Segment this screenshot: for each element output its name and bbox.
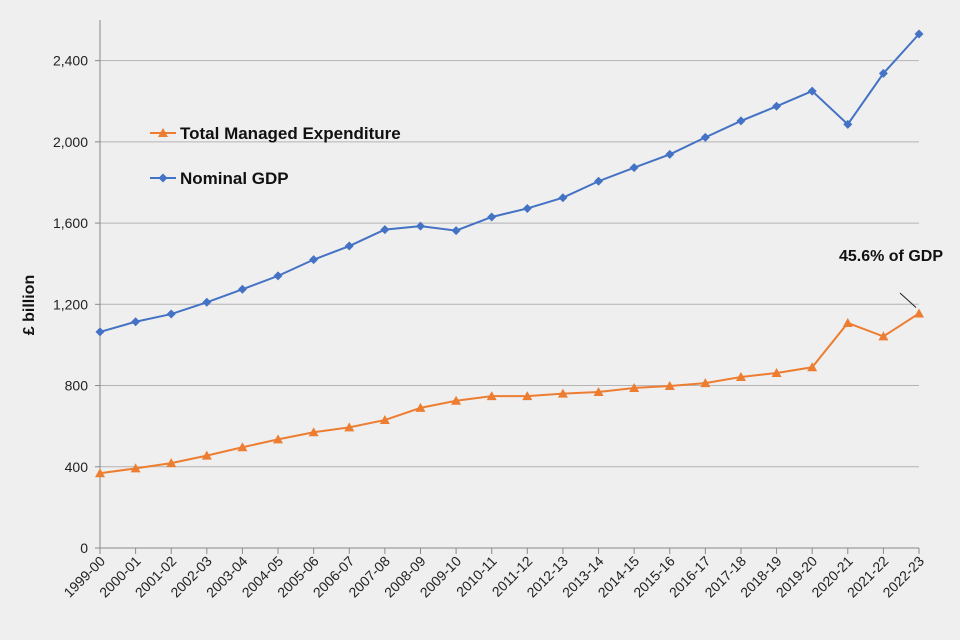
annotations: 45.6% of GDP bbox=[839, 248, 943, 308]
legend-item: Nominal GDP bbox=[150, 169, 289, 188]
annotation: 45.6% of GDP bbox=[839, 248, 943, 308]
data-point bbox=[700, 378, 711, 388]
data-point bbox=[309, 255, 319, 265]
data-point bbox=[95, 327, 105, 337]
legend-label: Total Managed Expenditure bbox=[180, 124, 401, 143]
annotation-label: 45.6% of GDP bbox=[839, 248, 943, 265]
data-point bbox=[308, 427, 319, 437]
data-point bbox=[700, 132, 710, 142]
diamond-marker-icon bbox=[158, 173, 168, 183]
y-tick-label: 1,600 bbox=[53, 215, 88, 231]
data-point bbox=[202, 297, 212, 307]
data-point bbox=[201, 450, 212, 460]
data-point bbox=[451, 226, 461, 236]
data-point bbox=[344, 241, 354, 251]
triangle-marker-icon bbox=[158, 128, 168, 137]
data-point bbox=[629, 163, 639, 173]
data-point bbox=[807, 86, 817, 96]
data-point bbox=[237, 284, 247, 294]
data-point bbox=[878, 68, 888, 78]
data-point bbox=[735, 372, 746, 382]
legend: Total Managed Expenditure Nominal GDP bbox=[150, 124, 401, 188]
data-point bbox=[807, 362, 818, 372]
data-point bbox=[771, 367, 782, 377]
data-point bbox=[914, 29, 924, 39]
data-point bbox=[878, 331, 889, 341]
data-point bbox=[629, 382, 640, 392]
y-tick-label: 2,000 bbox=[53, 134, 88, 150]
annotation-leader-line bbox=[899, 292, 917, 308]
data-point bbox=[772, 101, 782, 111]
y-tick-label: 2,400 bbox=[53, 53, 88, 69]
data-point bbox=[131, 317, 141, 327]
data-point bbox=[166, 458, 177, 468]
data-point bbox=[344, 422, 355, 432]
data-point bbox=[557, 388, 568, 398]
x-tick-labels: 1999-002000-012001-022002-032003-042004-… bbox=[60, 553, 927, 601]
y-tick-label: 400 bbox=[65, 459, 89, 475]
data-point bbox=[522, 203, 532, 213]
data-point bbox=[558, 193, 568, 203]
y-tick-label: 0 bbox=[80, 540, 88, 556]
data-point bbox=[415, 402, 426, 412]
data-point bbox=[593, 387, 604, 397]
data-point bbox=[166, 309, 176, 319]
data-point bbox=[380, 225, 390, 235]
y-tick-label: 800 bbox=[65, 378, 89, 394]
data-point bbox=[451, 395, 462, 405]
data-point bbox=[273, 271, 283, 281]
data-point bbox=[842, 317, 853, 327]
data-point bbox=[487, 212, 497, 222]
data-point bbox=[914, 308, 924, 318]
data-point bbox=[594, 176, 604, 186]
legend-item: Total Managed Expenditure bbox=[150, 124, 401, 143]
data-point bbox=[237, 442, 248, 452]
legend-label: Nominal GDP bbox=[180, 169, 289, 188]
data-point bbox=[379, 415, 390, 425]
data-point bbox=[130, 463, 141, 473]
data-point bbox=[843, 119, 853, 129]
gridlines bbox=[100, 60, 919, 468]
series-total-managed-expenditure bbox=[95, 308, 924, 478]
y-tick-label: 1,200 bbox=[53, 296, 88, 312]
series-line bbox=[99, 312, 920, 475]
axes bbox=[95, 20, 920, 554]
y-axis-label: £ billion bbox=[21, 275, 38, 335]
data-point bbox=[664, 380, 675, 390]
data-point bbox=[415, 221, 425, 231]
series-nominal-gdp bbox=[95, 29, 924, 337]
series bbox=[95, 29, 924, 478]
data-point bbox=[736, 116, 746, 126]
y-tick-labels: 0 400 800 1,200 1,600 2,000 2,400 bbox=[53, 53, 88, 556]
data-point bbox=[95, 468, 105, 478]
data-point bbox=[273, 434, 284, 444]
series-line bbox=[99, 33, 920, 333]
data-point bbox=[486, 391, 497, 401]
data-point bbox=[522, 391, 533, 401]
data-point bbox=[665, 149, 675, 159]
